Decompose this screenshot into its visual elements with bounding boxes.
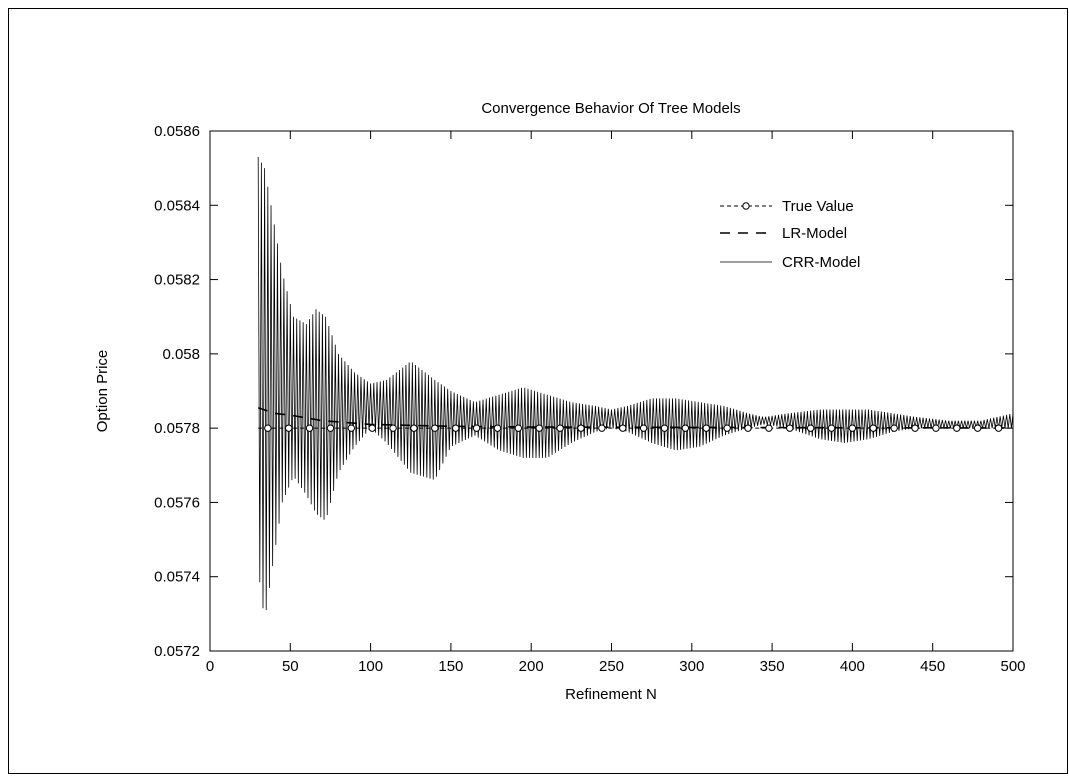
true-value-marker	[911, 424, 919, 432]
true-value-marker	[305, 424, 314, 432]
true-value-marker	[472, 424, 481, 432]
true-value-marker	[806, 424, 815, 432]
x-axis-ticks: 0 50 100 150 200 250 300 350 400 450 500	[206, 131, 1026, 675]
true-value-marker	[431, 424, 439, 432]
true-value-marker	[619, 424, 627, 432]
true-value-marker	[765, 424, 773, 432]
legend-true-value-marker	[742, 202, 750, 210]
true-value-marker	[848, 424, 857, 432]
y-tick-label: 0.0582	[154, 272, 200, 289]
true-value-marker	[326, 424, 335, 432]
true-value-marker	[493, 424, 502, 432]
x-tick-label: 500	[1000, 658, 1025, 675]
true-value-marker	[598, 424, 606, 432]
x-tick-label: 150	[438, 658, 463, 675]
crr-model-line	[257, 156, 1014, 611]
true-value-marker	[973, 424, 982, 432]
true-value-marker	[681, 424, 690, 432]
x-tick-label: 450	[920, 658, 945, 675]
true-value-marker	[389, 424, 397, 432]
true-value-marker	[994, 424, 1003, 432]
x-tick-label: 100	[358, 658, 383, 675]
true-value-marker	[368, 424, 376, 432]
x-tick-label: 250	[599, 658, 624, 675]
true-value-marker	[410, 424, 418, 432]
x-tick-label: 350	[760, 658, 785, 675]
lr-model-series	[257, 406, 1014, 429]
plot-area	[209, 130, 1014, 652]
y-tick-label: 0.0586	[154, 123, 200, 140]
chart-title: Convergence Behavior Of Tree Models	[481, 100, 740, 117]
y-axis-label: Option Price	[94, 350, 111, 433]
true-value-marker	[702, 424, 710, 432]
true-value-marker	[723, 424, 731, 432]
legend-crr-model-label: CRR-Model	[782, 254, 860, 271]
legend-lr-model-label: LR-Model	[782, 225, 847, 242]
figure-frame	[8, 8, 1068, 774]
crr-model-series	[257, 156, 1014, 611]
y-axis-ticks: 0.0572 0.0574 0.0576 0.0578 0.058 0.0582 0.058…	[154, 123, 1013, 660]
true-value-marker	[284, 424, 293, 432]
true-value-marker	[556, 424, 564, 432]
true-value-marker	[639, 424, 648, 432]
x-axis-label: Refinement N	[565, 686, 657, 703]
true-value-marker	[953, 424, 961, 432]
y-tick-label: 0.0574	[154, 569, 200, 586]
true-value-marker	[347, 424, 356, 432]
true-value-series	[258, 424, 1013, 432]
x-tick-label: 200	[519, 658, 544, 675]
y-tick-label: 0.0584	[154, 197, 200, 214]
true-value-marker	[577, 424, 585, 432]
x-tick-label: 400	[840, 658, 865, 675]
legend-true-value-label: True Value	[782, 198, 854, 215]
y-tick-label: 0.0572	[154, 643, 200, 660]
true-value-marker	[869, 424, 877, 432]
true-value-marker	[452, 424, 460, 432]
true-value-marker	[660, 424, 669, 432]
y-tick-label: 0.0576	[154, 494, 200, 511]
y-tick-label: 0.0578	[154, 420, 200, 437]
x-tick-label: 50	[282, 658, 299, 675]
x-tick-label: 300	[679, 658, 704, 675]
true-value-marker	[890, 424, 898, 432]
true-value-marker	[827, 424, 836, 432]
true-value-marker	[264, 424, 272, 432]
y-tick-label: 0.058	[162, 346, 200, 363]
lr-model-line	[257, 406, 1014, 429]
true-value-marker	[535, 424, 543, 432]
x-tick-label: 0	[206, 658, 214, 675]
legend: True Value LR-Model CRR-Model	[720, 198, 860, 271]
true-value-marker	[744, 424, 752, 432]
true-value-marker	[786, 424, 794, 432]
true-value-marker	[932, 424, 940, 432]
true-value-marker	[514, 424, 523, 432]
